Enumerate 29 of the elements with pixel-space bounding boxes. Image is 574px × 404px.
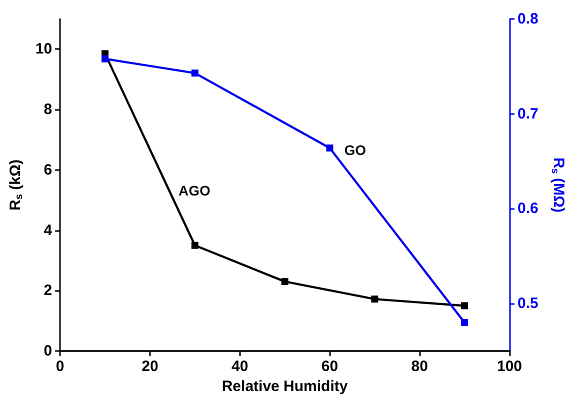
y-tick-label: 2 <box>44 282 52 300</box>
x-axis-title: Relative Humidity <box>222 378 348 395</box>
point <box>281 278 288 286</box>
point <box>461 319 468 326</box>
y-axis-title: Rs (kΩ) <box>7 160 25 210</box>
y2-tick-label: 0.8 <box>518 10 538 28</box>
series-label: GO <box>344 142 366 158</box>
y2-axis-title: Rs (MΩ) <box>549 157 567 213</box>
x-tick-label: 80 <box>411 358 428 375</box>
x-tick-label: 0 <box>56 358 64 375</box>
point <box>326 144 334 152</box>
point <box>102 55 109 62</box>
y2-tick-label: 0.5 <box>518 295 538 312</box>
y2-tick-label: 0.7 <box>518 105 538 122</box>
y-tick-label: 6 <box>44 161 52 178</box>
y2-tick-label: 0.6 <box>518 200 538 218</box>
x-tick-label: 100 <box>496 358 522 375</box>
x-tick-label: 40 <box>232 358 248 375</box>
point <box>191 242 198 249</box>
y-tick-label: 0 <box>44 342 52 360</box>
x-tick-label: 20 <box>142 358 158 375</box>
y-tick-label: 10 <box>35 40 52 58</box>
y-tick-label: 8 <box>44 101 52 118</box>
y-tick-label: 4 <box>44 222 53 239</box>
point <box>191 70 198 77</box>
point <box>461 302 468 310</box>
series-label: AGO <box>178 182 211 198</box>
point <box>371 296 378 303</box>
x-tick-label: 60 <box>321 358 338 375</box>
